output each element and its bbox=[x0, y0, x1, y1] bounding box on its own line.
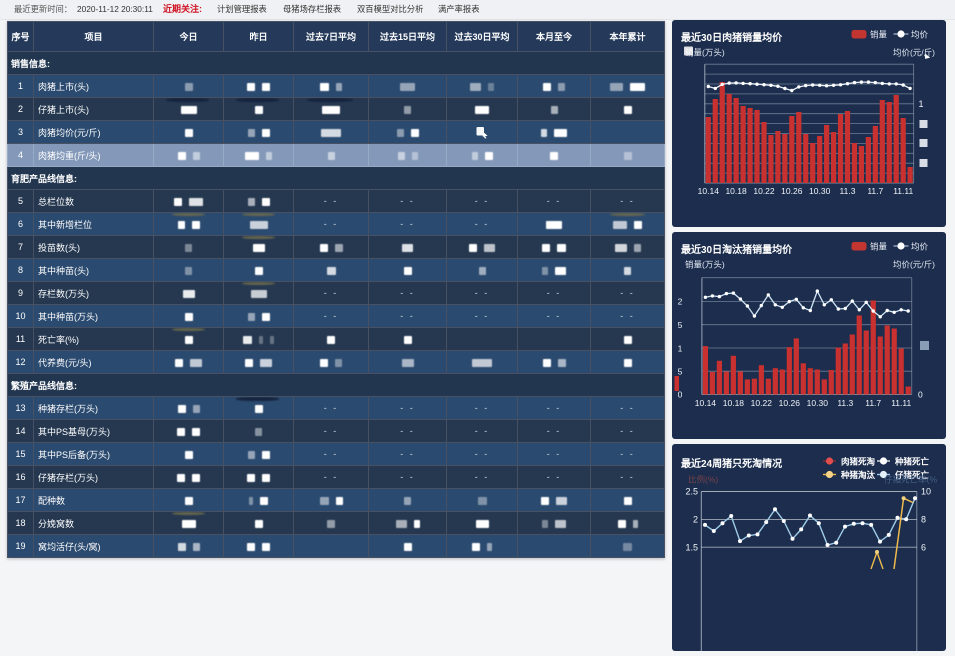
svg-text:均价: 均价 bbox=[911, 30, 929, 40]
svg-text:销量(万头): 销量(万头) bbox=[685, 260, 725, 270]
svg-text:8: 8 bbox=[921, 515, 926, 525]
svg-text:11.3: 11.3 bbox=[840, 186, 856, 196]
svg-text:0: 0 bbox=[918, 390, 923, 400]
svg-text:5: 5 bbox=[678, 320, 683, 330]
svg-text:6: 6 bbox=[921, 543, 926, 553]
svg-text:均价: 均价 bbox=[911, 242, 929, 252]
svg-text:比例(%): 比例(%) bbox=[688, 475, 718, 485]
svg-text:种猪淘汰: 种猪淘汰 bbox=[840, 470, 876, 480]
svg-text:销量(万头): 销量(万头) bbox=[685, 48, 725, 58]
svg-text:销量: 销量 bbox=[870, 30, 888, 40]
svg-text:2: 2 bbox=[693, 515, 698, 525]
svg-text:10: 10 bbox=[921, 487, 931, 497]
svg-text:最近30日淘汰猪销量均价: 最近30日淘汰猪销量均价 bbox=[681, 243, 793, 256]
svg-text:最近30日肉猪销量均价: 最近30日肉猪销量均价 bbox=[681, 31, 783, 44]
svg-text:11.11: 11.11 bbox=[891, 398, 911, 408]
svg-text:肉猪死淘: 肉猪死淘 bbox=[841, 457, 876, 467]
svg-text:仔猪死亡: 仔猪死亡 bbox=[895, 470, 930, 480]
svg-text:最近24周猪只死淘情况: 最近24周猪只死淘情况 bbox=[681, 457, 782, 470]
svg-text:11.7: 11.7 bbox=[865, 398, 881, 408]
svg-text:10.26: 10.26 bbox=[779, 398, 801, 408]
svg-text:11.11: 11.11 bbox=[893, 186, 913, 196]
svg-text:种猪死亡: 种猪死亡 bbox=[894, 457, 930, 467]
svg-text:10.14: 10.14 bbox=[695, 398, 717, 408]
svg-text:1: 1 bbox=[919, 99, 924, 109]
svg-text:10.18: 10.18 bbox=[725, 186, 747, 196]
svg-text:仔猪死亡率(%: 仔猪死亡率(% bbox=[884, 475, 937, 485]
svg-text:10.30: 10.30 bbox=[809, 186, 831, 196]
svg-text:10.22: 10.22 bbox=[753, 186, 775, 196]
svg-text:0: 0 bbox=[678, 390, 683, 400]
svg-text:10.18: 10.18 bbox=[723, 398, 745, 408]
svg-text:1: 1 bbox=[678, 343, 683, 353]
svg-text:2: 2 bbox=[678, 296, 683, 306]
svg-text:10.22: 10.22 bbox=[751, 398, 773, 408]
svg-text:10.14: 10.14 bbox=[698, 186, 720, 196]
svg-text:均价(元/斤): 均价(元/斤) bbox=[893, 260, 935, 270]
svg-text:销量: 销量 bbox=[870, 242, 888, 252]
svg-text:11.3: 11.3 bbox=[837, 398, 853, 408]
svg-text:5: 5 bbox=[678, 366, 683, 376]
svg-text:2.5: 2.5 bbox=[685, 487, 698, 497]
svg-text:10.26: 10.26 bbox=[781, 186, 803, 196]
svg-text:10.30: 10.30 bbox=[807, 398, 829, 408]
svg-text:均价(元/斤): 均价(元/斤) bbox=[893, 48, 935, 58]
svg-text:11.7: 11.7 bbox=[867, 186, 883, 196]
svg-text:1.5: 1.5 bbox=[685, 543, 698, 553]
